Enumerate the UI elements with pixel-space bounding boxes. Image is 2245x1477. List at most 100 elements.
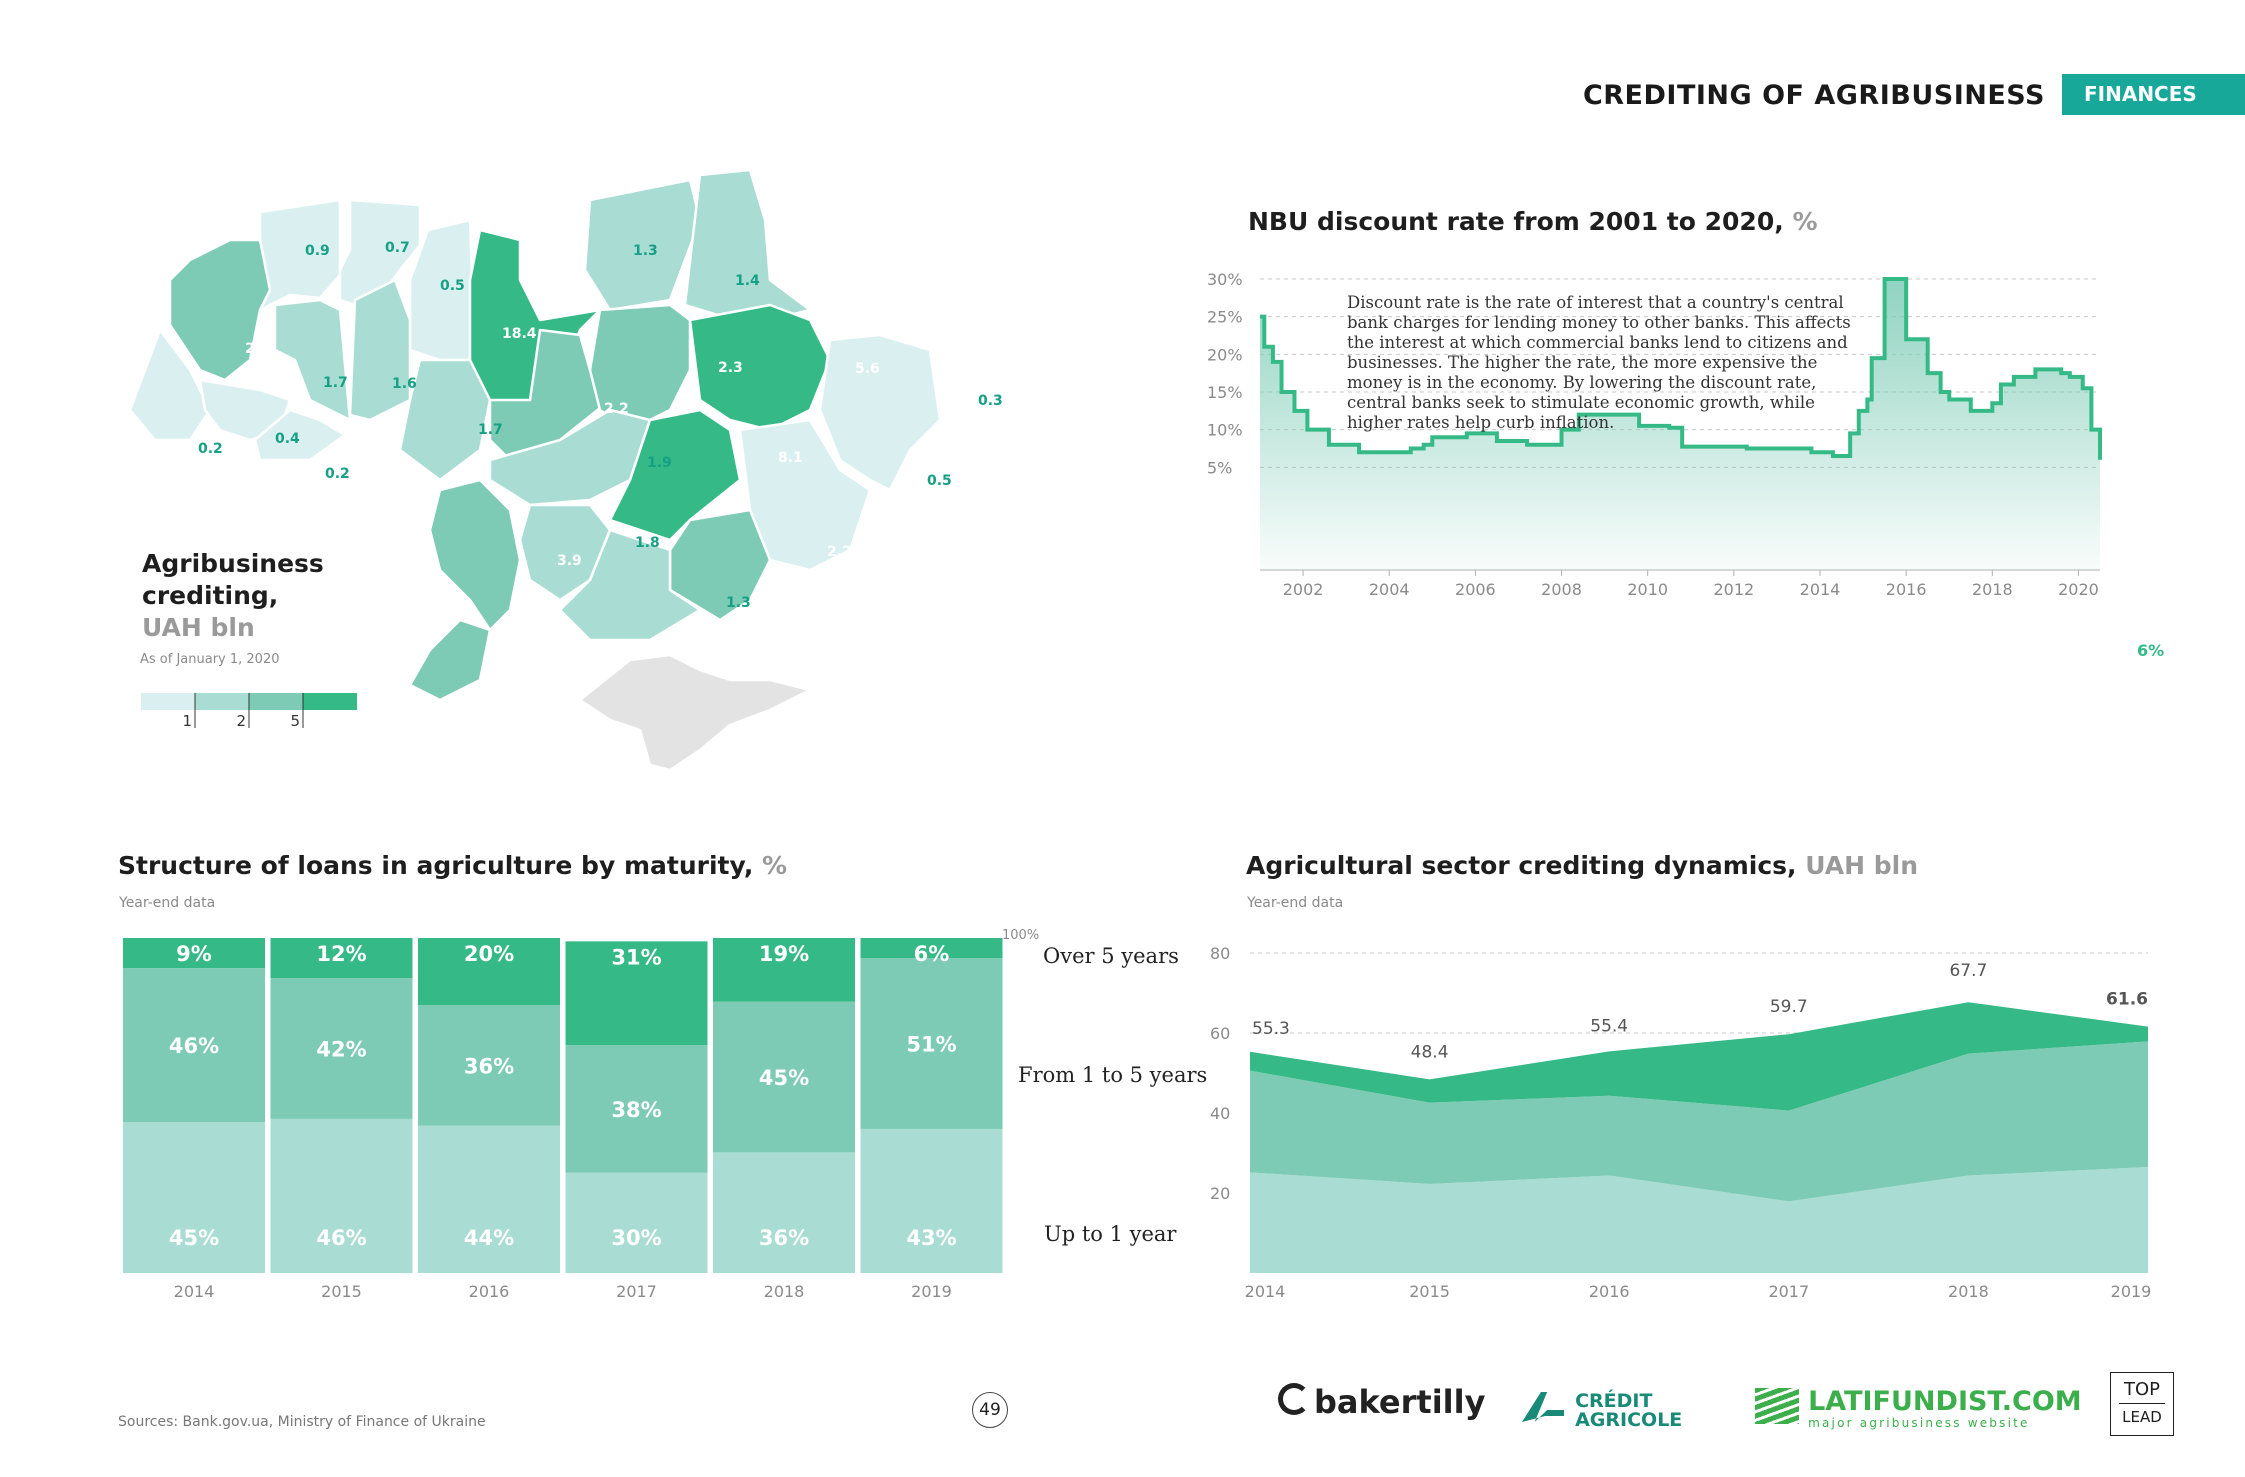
loans-x-tick: 2018	[764, 1282, 805, 1301]
nbu-x-tick: 2010	[1627, 580, 1668, 599]
dyn-x-tick: 2019	[2111, 1282, 2152, 1301]
nbu-chart-title: NBU discount rate from 2001 to 2020, %	[1248, 207, 1818, 236]
loans-bar-segment	[565, 941, 708, 1046]
map-value: 18.4	[502, 326, 537, 342]
legend-over-5: Over 5 years	[1043, 944, 1179, 968]
map-value: 1.9	[647, 455, 672, 471]
map-value: 1.3	[633, 243, 658, 259]
loans-bar-segment	[418, 1125, 560, 1273]
toplead-logo: TOP LEAD	[2110, 1372, 2174, 1436]
loans-bar-label: 46%	[169, 1034, 219, 1058]
map-title: Agribusiness crediting, UAH bln	[142, 548, 324, 644]
legend-tick: 5	[290, 712, 300, 730]
loans-bar-segment	[418, 1005, 560, 1126]
legend-up-to-1: Up to 1 year	[1044, 1222, 1177, 1246]
nbu-note-line: Discount rate is the rate of interest th…	[1347, 293, 1844, 312]
legend-1-to-5: From 1 to 5 years	[1018, 1063, 1207, 1087]
map-value: 1.7	[478, 422, 503, 438]
loans-x-tick: 2019	[911, 1282, 952, 1301]
map-region-odesa-south	[408, 618, 492, 702]
nbu-rate-area	[1260, 279, 2100, 570]
dyn-total-label: 48.4	[1411, 1042, 1449, 1062]
loans-bar-label: 9%	[176, 942, 212, 966]
loans-bar-label: 38%	[611, 1098, 661, 1122]
map-value: 0.3	[978, 393, 1003, 409]
dyn-x-tick: 2017	[1768, 1282, 1809, 1301]
map-asof: As of January 1, 2020	[140, 652, 280, 667]
loans-bar-segment	[418, 938, 560, 1005]
map-value: 2.3	[718, 360, 743, 376]
loans-bar-label: 36%	[759, 1226, 809, 1250]
bakertilly-logo: bakertilly	[1278, 1383, 1485, 1421]
dyn-x-tick: 2018	[1948, 1282, 1989, 1301]
dyn-y-tick: 60	[1210, 1024, 1230, 1043]
dyn-x-tick: 2014	[1245, 1282, 1286, 1301]
loans-subtitle: Year-end data	[119, 895, 216, 911]
loans-x-tick: 2016	[469, 1282, 510, 1301]
map-value: 1.3	[726, 595, 751, 611]
map-region-poltava	[588, 303, 692, 432]
nbu-note-line: central banks seek to stimulate economic…	[1347, 393, 1815, 412]
dyn-total-label: 55.4	[1590, 1016, 1628, 1036]
dyn-total-label: 59.7	[1770, 997, 1808, 1017]
map-region-ternopil	[273, 298, 352, 422]
loans-bar-segment	[860, 938, 1003, 959]
loans-bar-label: 30%	[611, 1226, 661, 1250]
map-value: 5.6	[855, 361, 880, 377]
nbu-note-line: money is in the economy. By lowering the…	[1347, 373, 1816, 392]
page-number: 49	[972, 1392, 1008, 1428]
dyn-subtitle: Year-end data	[1247, 895, 1344, 911]
map-region-labels: 0.9 0.7 0.5 18.4 1.3 1.4 2.5 1.7 1.6 1.7…	[198, 240, 1003, 611]
map-region-khmelnytskyi	[348, 278, 412, 422]
map-value: 3.9	[557, 553, 582, 569]
loans-bar-segment	[713, 1001, 855, 1153]
map-region-luhansk	[818, 333, 942, 492]
dyn-x-tick: 2016	[1589, 1282, 1630, 1301]
loans-bar-label: 46%	[316, 1226, 366, 1250]
map-region-kherson	[558, 528, 702, 642]
map-value: 2.2	[827, 544, 852, 560]
map-title-line: Agribusiness	[142, 549, 324, 578]
nbu-x-tick: 2006	[1455, 580, 1496, 599]
loans-bar-segment	[713, 1152, 855, 1273]
nbu-rate-line	[1260, 277, 2102, 460]
nbu-note-line: higher rates help curb inflation.	[1347, 413, 1614, 432]
map-region-mykolaiv	[518, 503, 612, 602]
dyn-chart-title: Agricultural sector crediting dynamics, …	[1246, 851, 1919, 880]
nbu-x-tick: 2020	[2058, 580, 2099, 599]
latifundist-icon	[1755, 1388, 1799, 1424]
map-region-sumy	[683, 168, 812, 327]
map-crimea	[578, 653, 812, 772]
loans-bar-segment	[860, 958, 1003, 1129]
loans-bar-label: 44%	[464, 1226, 514, 1250]
loans-bar-label: 36%	[464, 1054, 514, 1078]
map-value: 8.1	[778, 450, 803, 466]
map-value: 0.7	[385, 240, 410, 256]
nbu-x-tick: 2008	[1541, 580, 1582, 599]
nbu-note-line: bank charges for lending money to other …	[1347, 313, 1851, 332]
map-value: 1.4	[735, 273, 760, 289]
map-value: 0.5	[440, 278, 465, 294]
nbu-y-tick: 15%	[1207, 383, 1243, 402]
map-value: 2.5	[245, 341, 270, 357]
loans-bar-segment	[123, 968, 265, 1123]
nbu-y-tick: 30%	[1207, 270, 1243, 289]
nbu-note: Discount rate is the rate of interest th…	[1347, 293, 1851, 432]
dyn-area-layer-3	[1250, 1002, 2148, 1111]
map-region-chernihiv	[583, 178, 702, 312]
nbu-x-tick: 2018	[1972, 580, 2013, 599]
nbu-y-tick: 25%	[1207, 308, 1243, 327]
nbu-x-tick: 2016	[1886, 580, 1927, 599]
map-region-vinnytsia	[398, 358, 492, 482]
nbu-note-line: businesses. The higher the rate, the mor…	[1347, 353, 1817, 372]
map-value: 1.7	[323, 375, 348, 391]
loans-bar-label: 43%	[906, 1226, 956, 1250]
loans-bar-segment	[270, 978, 413, 1119]
nbu-rate-chart: 30% 25% 20% 15% 10% 5% 2002 2004 2006 2008 2010 20…	[1207, 270, 2164, 660]
page-header-title: CREDITING OF AGRIBUSINESS	[1582, 80, 2045, 111]
nbu-x-tick: 2004	[1369, 580, 1410, 599]
credit-agricole-icon	[1522, 1392, 1564, 1422]
map-value: 0.9	[305, 243, 330, 259]
map-value: 0.4	[275, 431, 300, 447]
loans-bar-segment	[270, 1118, 413, 1273]
